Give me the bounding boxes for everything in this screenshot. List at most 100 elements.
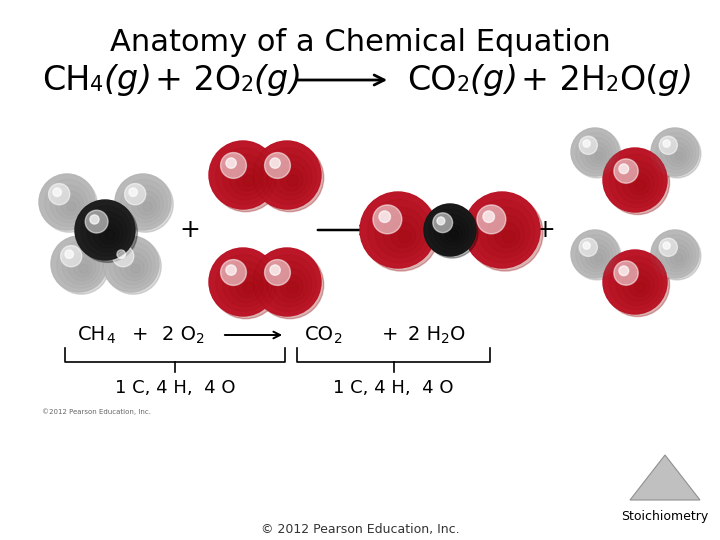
Circle shape <box>53 188 61 197</box>
Circle shape <box>226 158 236 168</box>
Circle shape <box>51 236 107 292</box>
Text: 2: 2 <box>196 332 204 346</box>
Circle shape <box>81 206 131 256</box>
Circle shape <box>659 238 678 256</box>
Circle shape <box>264 153 290 178</box>
Circle shape <box>220 260 246 286</box>
Circle shape <box>609 154 662 208</box>
Circle shape <box>573 232 621 280</box>
Circle shape <box>675 254 683 262</box>
Circle shape <box>209 141 277 209</box>
Circle shape <box>280 275 303 298</box>
Circle shape <box>379 211 390 222</box>
Circle shape <box>56 191 84 219</box>
Circle shape <box>663 242 670 249</box>
Circle shape <box>39 174 95 230</box>
Circle shape <box>606 253 670 316</box>
Circle shape <box>502 230 515 242</box>
Circle shape <box>373 205 402 234</box>
Circle shape <box>68 253 96 281</box>
Circle shape <box>472 200 535 263</box>
Circle shape <box>230 161 264 195</box>
Circle shape <box>571 230 619 278</box>
Circle shape <box>580 138 613 170</box>
Circle shape <box>622 167 654 199</box>
Circle shape <box>93 218 123 248</box>
Circle shape <box>656 235 696 275</box>
Circle shape <box>477 205 505 234</box>
Circle shape <box>114 247 151 285</box>
Circle shape <box>222 261 268 307</box>
Circle shape <box>117 250 125 259</box>
Circle shape <box>583 242 590 249</box>
Circle shape <box>483 211 495 222</box>
Text: 4: 4 <box>106 332 114 346</box>
Circle shape <box>115 174 171 230</box>
Circle shape <box>287 282 298 293</box>
Circle shape <box>61 197 80 215</box>
Circle shape <box>429 209 472 253</box>
Circle shape <box>603 148 667 212</box>
Circle shape <box>287 175 298 186</box>
Text: 2: 2 <box>240 75 254 95</box>
Text: +: + <box>534 218 555 242</box>
Circle shape <box>360 192 436 268</box>
Circle shape <box>424 204 476 256</box>
Circle shape <box>580 240 613 272</box>
Text: g: g <box>117 64 138 97</box>
Text: +: + <box>382 326 398 345</box>
Circle shape <box>280 168 303 191</box>
Circle shape <box>670 147 686 163</box>
Circle shape <box>79 264 89 273</box>
Circle shape <box>132 191 160 219</box>
Circle shape <box>264 260 290 286</box>
Circle shape <box>576 133 616 173</box>
Circle shape <box>112 246 134 267</box>
Circle shape <box>60 246 82 267</box>
Text: O: O <box>450 326 465 345</box>
Text: 2: 2 <box>456 75 469 95</box>
Text: ): ) <box>679 64 692 97</box>
Circle shape <box>129 188 138 197</box>
Text: CO: CO <box>407 64 456 97</box>
Circle shape <box>209 248 277 316</box>
Circle shape <box>579 238 598 256</box>
Circle shape <box>487 215 525 253</box>
Circle shape <box>590 147 606 163</box>
Circle shape <box>75 200 135 260</box>
Circle shape <box>90 215 99 224</box>
Circle shape <box>274 161 307 195</box>
Circle shape <box>62 247 99 285</box>
Circle shape <box>585 143 609 166</box>
Circle shape <box>270 265 280 275</box>
Circle shape <box>464 192 540 268</box>
Text: (: ( <box>469 64 482 97</box>
Text: Anatomy of a Chemical Equation: Anatomy of a Chemical Equation <box>109 28 611 57</box>
Circle shape <box>138 197 156 215</box>
Circle shape <box>603 250 667 314</box>
Circle shape <box>216 148 272 205</box>
Circle shape <box>651 128 699 176</box>
Circle shape <box>606 151 670 214</box>
Circle shape <box>131 264 140 273</box>
Circle shape <box>375 207 426 258</box>
Text: ): ) <box>504 64 517 97</box>
Circle shape <box>99 224 119 244</box>
Circle shape <box>661 138 693 170</box>
Circle shape <box>85 210 108 233</box>
Circle shape <box>230 268 264 302</box>
Circle shape <box>571 230 619 278</box>
Circle shape <box>440 220 466 246</box>
Text: Stoichiometry: Stoichiometry <box>621 510 708 523</box>
Circle shape <box>590 249 606 265</box>
Circle shape <box>51 236 107 292</box>
Circle shape <box>651 230 699 278</box>
Circle shape <box>583 140 590 147</box>
Circle shape <box>579 136 598 154</box>
Polygon shape <box>630 455 700 500</box>
Circle shape <box>87 212 127 252</box>
Text: ): ) <box>288 64 301 97</box>
Circle shape <box>663 140 670 147</box>
Circle shape <box>256 251 324 319</box>
Text: g: g <box>267 64 288 97</box>
